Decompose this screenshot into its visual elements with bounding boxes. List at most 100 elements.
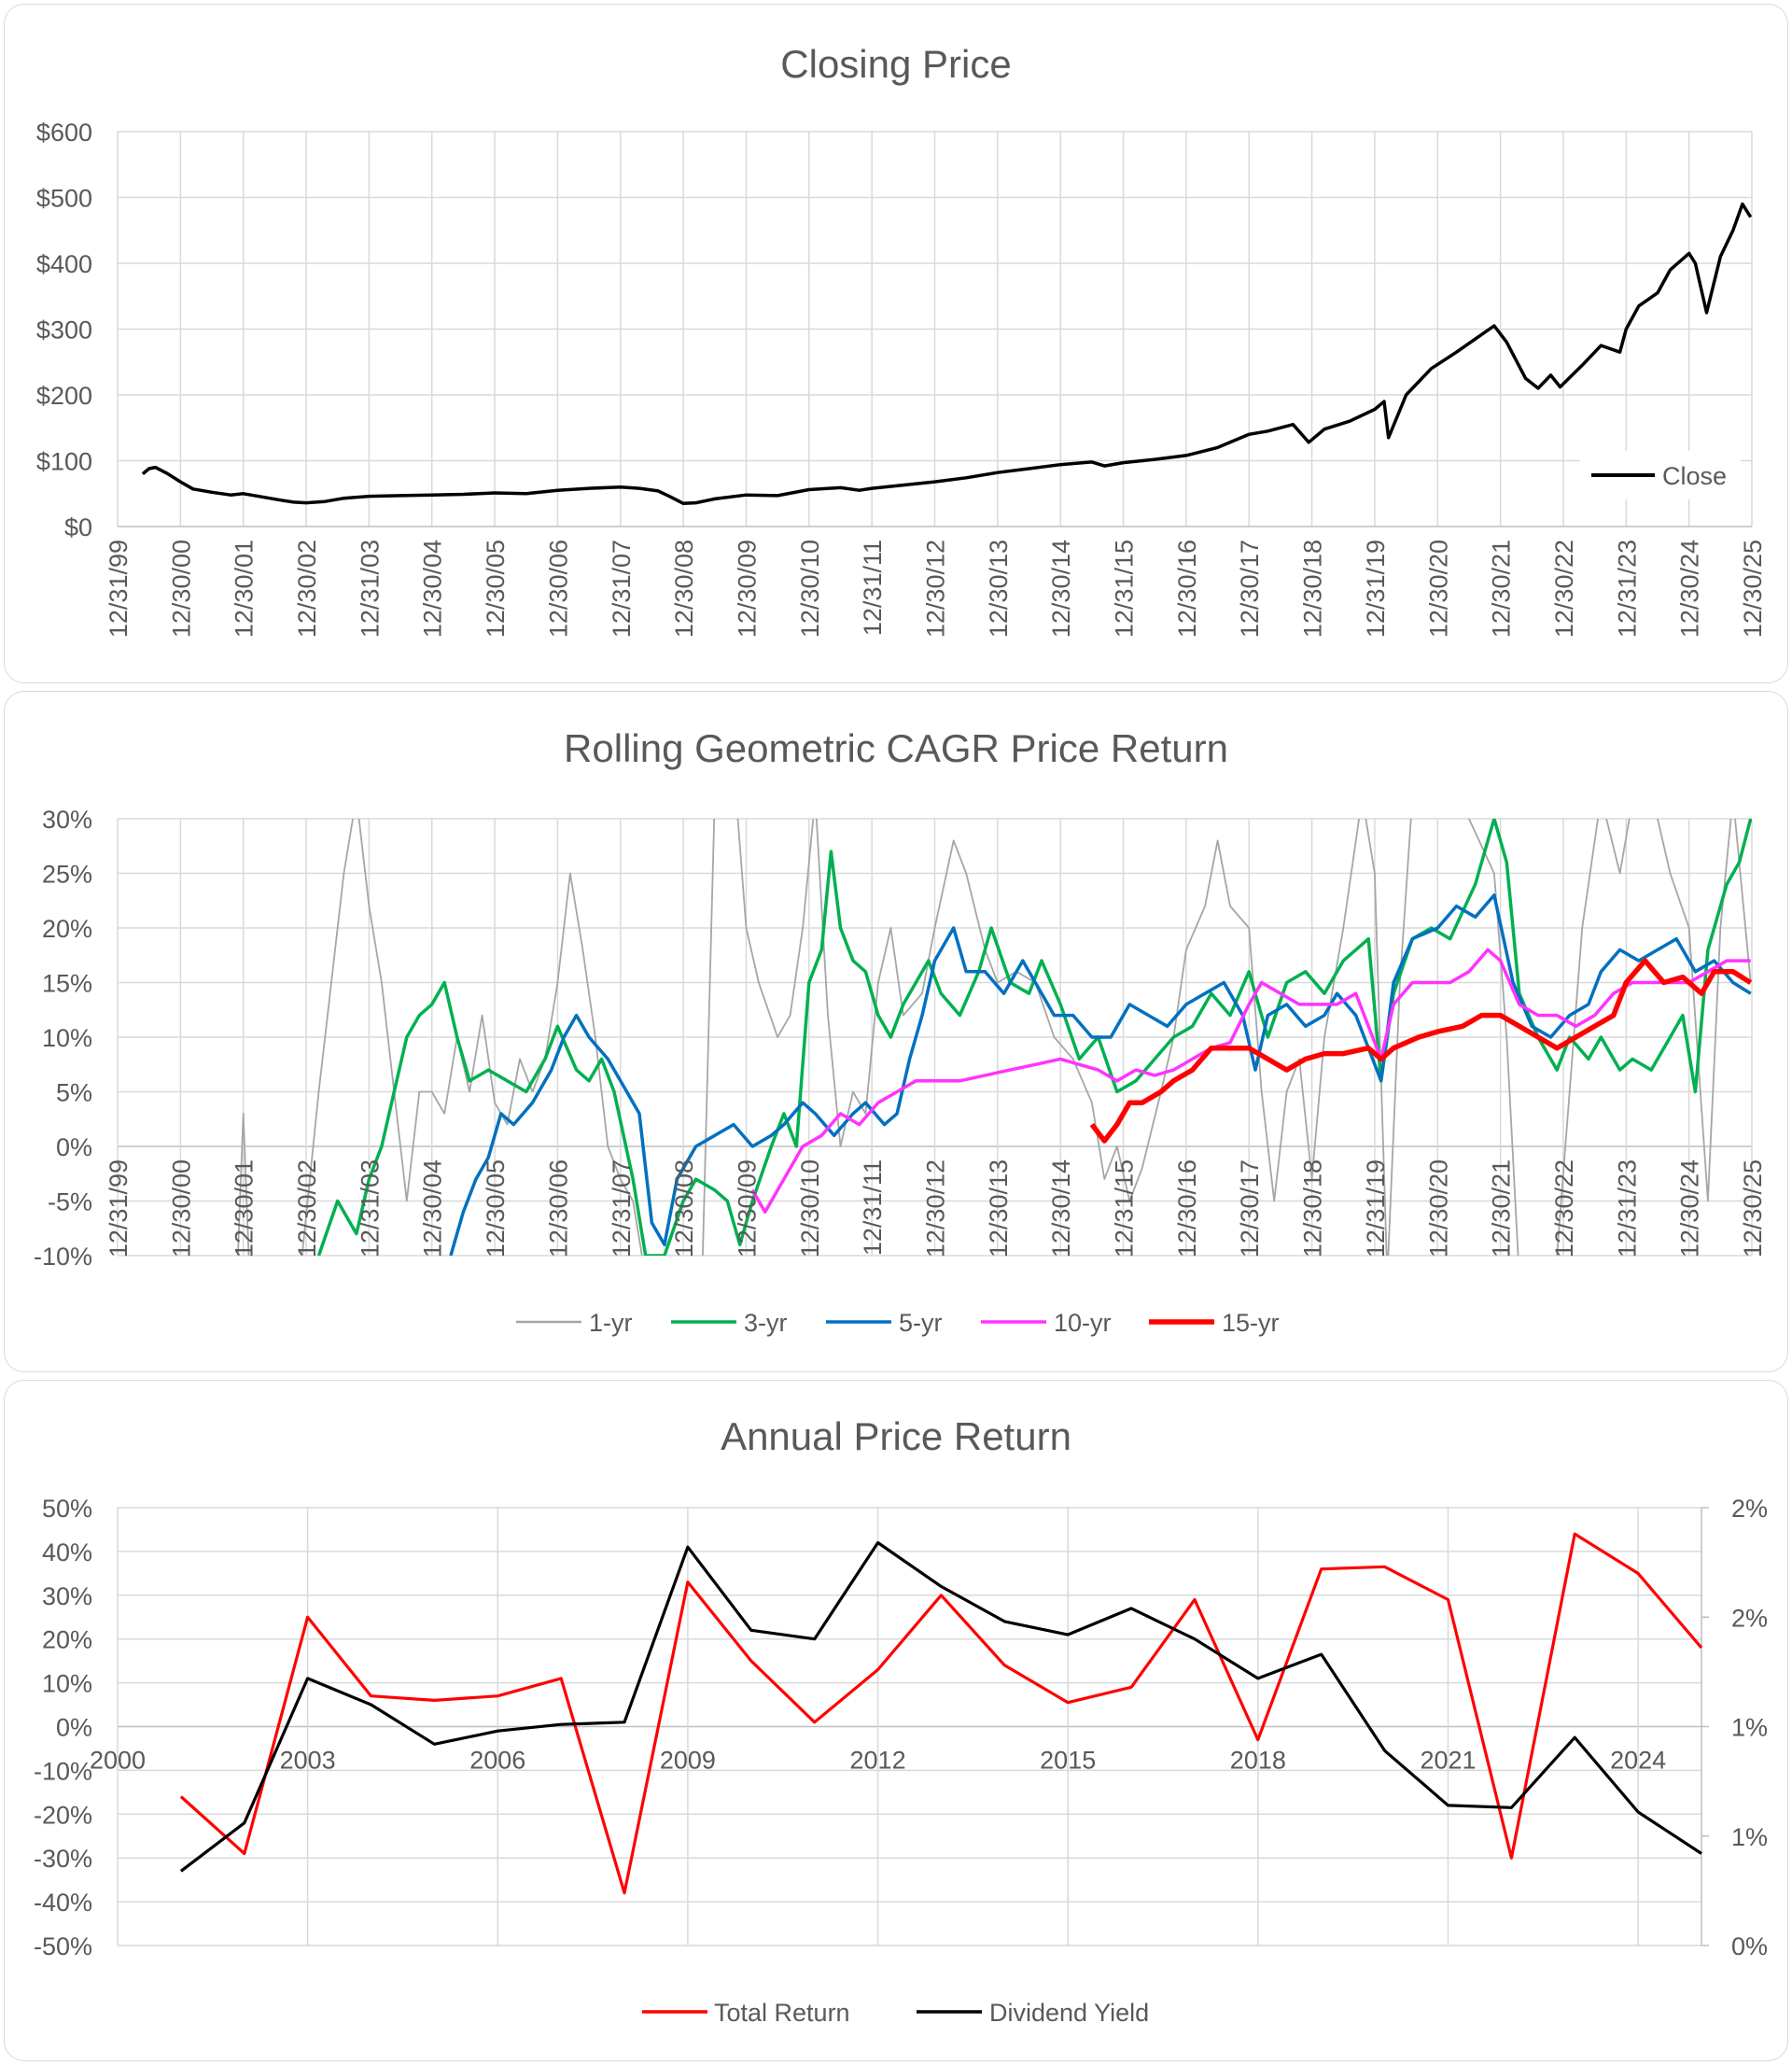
y-tick-label: -20%	[34, 1801, 92, 1829]
x-tick-label: 12/30/16	[1173, 540, 1201, 638]
x-tick-label: 12/30/05	[482, 540, 510, 638]
x-tick-label: 12/30/22	[1550, 1159, 1578, 1257]
x-tick-label: 12/30/22	[1550, 540, 1578, 638]
y2-tick-label: 1%	[1731, 1823, 1768, 1851]
x-tick-label: 2006	[469, 1747, 525, 1775]
x-tick-label: 12/31/03	[356, 1159, 384, 1257]
closing-price-chart-panel: Closing Price 12/31/99 12/30/00 12/30/01 12…	[4, 4, 1788, 683]
series-line-3-yr	[316, 819, 1752, 1256]
series-line-15-yr	[1089, 958, 1752, 1144]
x-tick-label: 12/30/18	[1299, 1159, 1327, 1257]
y-tick-label: 0%	[56, 1133, 92, 1161]
annual-return-chart-panel: Annual Price Return -50% -40% -30% -20% -10%…	[4, 1380, 1788, 2061]
x-tick-label: 12/31/03	[356, 540, 384, 638]
x-tick-label: 12/30/00	[167, 1159, 195, 1257]
x-tick-label: 12/30/12	[922, 1159, 950, 1257]
x-tick-label: 12/30/09	[733, 540, 761, 638]
chart-title: Closing Price	[780, 42, 1011, 86]
legend-label-5-yr: 5-yr	[899, 1309, 943, 1337]
y-tick-label: -10%	[34, 1243, 92, 1271]
x-tick-label: 12/30/01	[231, 1159, 259, 1257]
y-tick-label: $400	[36, 250, 92, 278]
x-tick-label: 12/30/20	[1424, 540, 1452, 638]
series-line-1-yr	[236, 819, 1752, 1256]
y-tick-label: 20%	[42, 915, 92, 943]
x-tick-label: 12/31/07	[608, 540, 636, 638]
x-tick-label: 12/30/04	[419, 1159, 447, 1257]
y-tick-label: $500	[36, 185, 92, 213]
legend-label-close: Close	[1662, 462, 1727, 490]
series-line-5-yr	[449, 893, 1752, 1256]
x-tick-label: 12/30/12	[922, 540, 950, 638]
chart-title: Annual Price Return	[721, 1414, 1071, 1458]
x-tick-label: 12/31/11	[859, 1159, 887, 1256]
y-tick-label: -10%	[34, 1757, 92, 1785]
y-tick-label: $0	[64, 513, 92, 541]
x-tick-label: 12/30/24	[1676, 540, 1704, 638]
y2-tick-label: 2%	[1731, 1495, 1768, 1523]
x-tick-label: 2015	[1040, 1747, 1096, 1775]
x-tick-label: 12/30/09	[733, 1159, 761, 1257]
x-tick-label: 12/30/08	[670, 1159, 698, 1257]
x-tick-label: 12/31/99	[105, 1159, 133, 1257]
x-tick-label: 12/31/11	[859, 540, 887, 636]
y2-tick-label: 0%	[1731, 1932, 1768, 1960]
y-tick-label: -30%	[34, 1845, 92, 1873]
x-tick-label: 2018	[1230, 1747, 1286, 1775]
x-tick-label: 12/30/06	[544, 540, 572, 638]
x-tick-label: 2009	[660, 1747, 716, 1775]
x-tick-label: 12/30/20	[1424, 1159, 1452, 1257]
x-tick-label: 12/30/13	[985, 540, 1013, 638]
y-tick-label: -5%	[48, 1188, 92, 1216]
y-tick-label: 30%	[42, 806, 92, 834]
legend-label-dividend-yield: Dividend Yield	[989, 1999, 1149, 2027]
series-line-10-yr	[750, 948, 1751, 1214]
y-tick-label: $300	[36, 316, 92, 344]
y-tick-label: 50%	[42, 1495, 92, 1523]
y-tick-label: 25%	[42, 861, 92, 889]
series-group	[236, 819, 1752, 1256]
x-tick-label: 12/30/06	[544, 1159, 572, 1257]
x-tick-label: 12/30/00	[167, 540, 195, 638]
x-tick-label: 12/31/99	[105, 540, 133, 638]
chart-title: Rolling Geometric CAGR Price Return	[564, 726, 1228, 770]
y-tick-label: 10%	[42, 1024, 92, 1052]
x-tick-label: 2000	[90, 1747, 146, 1775]
x-tick-label: 12/31/23	[1613, 1159, 1641, 1257]
closing-price-chart: Closing Price 12/31/99 12/30/00 12/30/01 12…	[36, 42, 1767, 638]
y-tick-label: 0%	[56, 1714, 92, 1742]
y-tick-label: 30%	[42, 1582, 92, 1610]
y-tick-label: $100	[36, 448, 92, 476]
x-tick-label: 12/30/08	[670, 540, 698, 638]
y-tick-label: $600	[36, 119, 92, 147]
x-tick-label: 12/30/25	[1739, 540, 1767, 638]
x-tick-label: 12/31/07	[608, 1159, 636, 1257]
rolling-cagr-chart-panel: Rolling Geometric CAGR Price Return -10%…	[4, 691, 1788, 1372]
legend-label-1-yr: 1-yr	[589, 1309, 633, 1337]
x-tick-label: 12/31/15	[1111, 540, 1139, 638]
y-tick-label: $200	[36, 382, 92, 410]
x-tick-label: 12/30/13	[985, 1159, 1013, 1257]
y-tick-label: 10%	[42, 1670, 92, 1698]
x-tick-label: 12/30/21	[1488, 1159, 1516, 1257]
y-tick-label: 5%	[56, 1079, 92, 1107]
x-tick-label: 12/30/14	[1047, 540, 1075, 638]
x-tick-label: 12/31/19	[1362, 1159, 1390, 1257]
x-tick-label: 12/30/01	[231, 540, 259, 638]
annual-return-chart: Annual Price Return -50% -40% -30% -20% -10%…	[34, 1414, 1768, 2027]
x-tick-label: 12/30/05	[482, 1159, 510, 1257]
x-tick-label: 2012	[850, 1747, 906, 1775]
x-tick-label: 2021	[1420, 1747, 1476, 1775]
legend-label-3-yr: 3-yr	[744, 1309, 788, 1337]
x-tick-label: 12/30/02	[293, 540, 321, 638]
x-tick-label: 12/30/25	[1739, 1159, 1767, 1257]
x-tick-label: 12/30/16	[1173, 1159, 1201, 1257]
x-tick-label: 12/30/17	[1236, 540, 1264, 638]
x-tick-label: 12/31/15	[1111, 1159, 1139, 1257]
x-tick-label: 12/31/23	[1613, 540, 1641, 638]
x-tick-label: 12/30/10	[796, 540, 824, 638]
y2-tick-label: 1%	[1731, 1714, 1768, 1742]
legend-label-15-yr: 15-yr	[1222, 1309, 1280, 1337]
x-tick-label: 2024	[1610, 1747, 1666, 1775]
x-tick-label: 12/30/04	[419, 540, 447, 638]
